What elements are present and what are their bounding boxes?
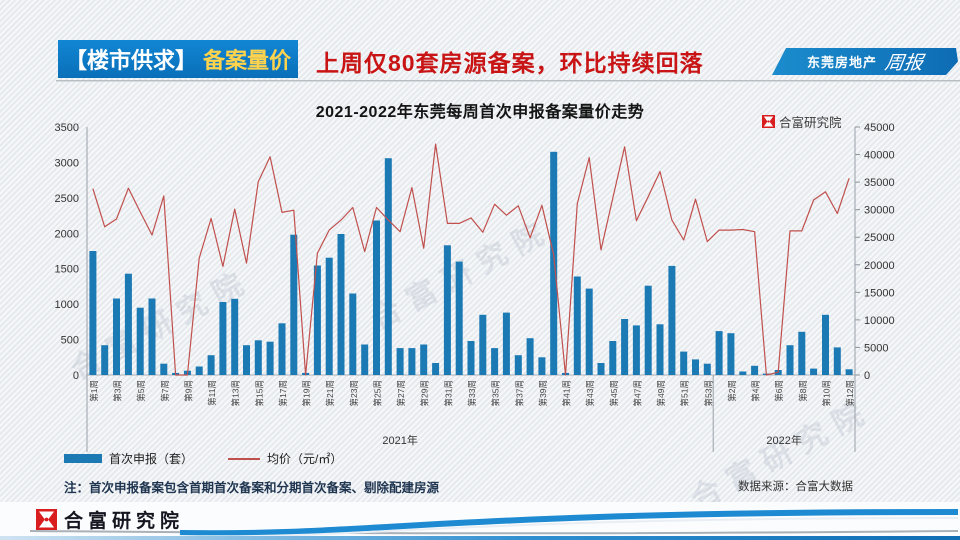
bar-swatch-icon <box>64 454 102 463</box>
data-source: 数据来源：合富大数据 <box>738 481 853 493</box>
svg-text:35000: 35000 <box>864 177 895 189</box>
svg-text:第29周: 第29周 <box>420 380 430 406</box>
svg-text:15000: 15000 <box>864 287 895 299</box>
svg-text:3000: 3000 <box>55 157 79 169</box>
svg-text:3500: 3500 <box>55 122 79 134</box>
svg-text:第39周: 第39周 <box>538 380 548 406</box>
svg-text:第23周: 第23周 <box>349 380 359 406</box>
brand-name: 合富研究院 <box>779 116 842 130</box>
svg-text:第33周: 第33周 <box>467 380 477 406</box>
svg-text:第11周: 第11周 <box>207 380 217 406</box>
section-chip: 【楼市供求】 备案量价 <box>58 40 298 78</box>
svg-text:45000: 45000 <box>864 122 895 134</box>
svg-text:第8周: 第8周 <box>798 380 808 402</box>
svg-text:0: 0 <box>864 370 870 382</box>
price-line <box>92 143 850 376</box>
weekly-report-banner: 东莞房地产 周报 <box>772 48 958 75</box>
svg-text:第4周: 第4周 <box>751 380 761 402</box>
svg-text:第35周: 第35周 <box>491 380 501 406</box>
headline: 上周仅80套房源备案，环比持续回落 <box>316 50 704 76</box>
header-divider <box>56 80 960 82</box>
svg-text:第12周: 第12周 <box>845 380 855 406</box>
svg-text:500: 500 <box>61 335 79 347</box>
svg-text:第27周: 第27周 <box>396 380 406 406</box>
footer-brand-name: 合富研究院 <box>64 511 185 532</box>
svg-text:2000: 2000 <box>55 228 79 240</box>
svg-text:第49周: 第49周 <box>656 380 666 406</box>
legend-item-price: 均价（元/㎡） <box>228 450 342 467</box>
svg-text:第7周: 第7周 <box>160 380 170 402</box>
svg-text:25000: 25000 <box>864 232 895 244</box>
legend-item-volume: 首次申报（套） <box>64 450 193 467</box>
svg-text:5000: 5000 <box>864 342 888 354</box>
svg-text:第53周: 第53周 <box>703 380 713 406</box>
svg-text:第10周: 第10周 <box>821 380 831 406</box>
svg-text:2021年: 2021年 <box>382 433 417 447</box>
svg-text:第51周: 第51周 <box>680 380 690 406</box>
svg-text:第2周: 第2周 <box>727 380 737 402</box>
svg-text:40000: 40000 <box>864 150 895 162</box>
svg-text:第31周: 第31周 <box>443 380 453 406</box>
svg-text:第5周: 第5周 <box>136 380 146 402</box>
svg-text:1500: 1500 <box>55 264 79 276</box>
volume-bars <box>89 151 853 375</box>
svg-text:第17周: 第17周 <box>278 380 288 406</box>
svg-text:第19周: 第19周 <box>302 380 312 406</box>
svg-text:第45周: 第45周 <box>609 380 619 406</box>
svg-text:2500: 2500 <box>55 193 79 205</box>
legend-price-label: 均价（元/㎡） <box>267 452 343 466</box>
svg-text:第43周: 第43周 <box>585 380 595 406</box>
hourglass-logo-icon <box>36 509 57 530</box>
bottom-accent-strip <box>0 536 960 540</box>
svg-text:2022年: 2022年 <box>766 433 801 447</box>
svg-text:第9周: 第9周 <box>183 380 193 402</box>
svg-text:第3周: 第3周 <box>113 380 123 402</box>
svg-text:第21周: 第21周 <box>325 380 335 406</box>
section-chip-topic: 备案量价 <box>203 48 292 73</box>
svg-text:第15周: 第15周 <box>254 380 264 406</box>
svg-text:1000: 1000 <box>55 299 79 311</box>
svg-text:第37周: 第37周 <box>514 380 524 406</box>
hourglass-logo-icon <box>762 115 775 128</box>
svg-text:第6周: 第6周 <box>774 380 784 402</box>
svg-text:0: 0 <box>73 370 79 382</box>
svg-text:30000: 30000 <box>864 205 895 217</box>
brand-logo: 合富研究院 <box>762 112 842 131</box>
footer-logo: 合富研究院 <box>36 506 184 533</box>
svg-text:第13周: 第13周 <box>231 380 241 406</box>
svg-text:第25周: 第25周 <box>372 380 382 406</box>
svg-text:10000: 10000 <box>864 315 895 327</box>
svg-text:第41周: 第41周 <box>562 380 572 406</box>
legend-volume-label: 首次申报（套） <box>109 452 194 466</box>
svg-text:20000: 20000 <box>864 260 895 272</box>
banner-media-name: 东莞房地产 <box>806 55 877 70</box>
svg-text:第1周: 第1周 <box>89 380 99 402</box>
line-swatch-icon <box>228 457 260 460</box>
svg-text:第47周: 第47周 <box>632 380 642 406</box>
footnote: 注：首次申报备案包含首期首次备案和分期首次备案、剔除配建房源 <box>64 481 440 495</box>
chart-title: 2021-2022年东莞每周首次申报备案量价走势 <box>315 104 645 121</box>
section-chip-label: 【楼市供求】 <box>64 48 197 73</box>
